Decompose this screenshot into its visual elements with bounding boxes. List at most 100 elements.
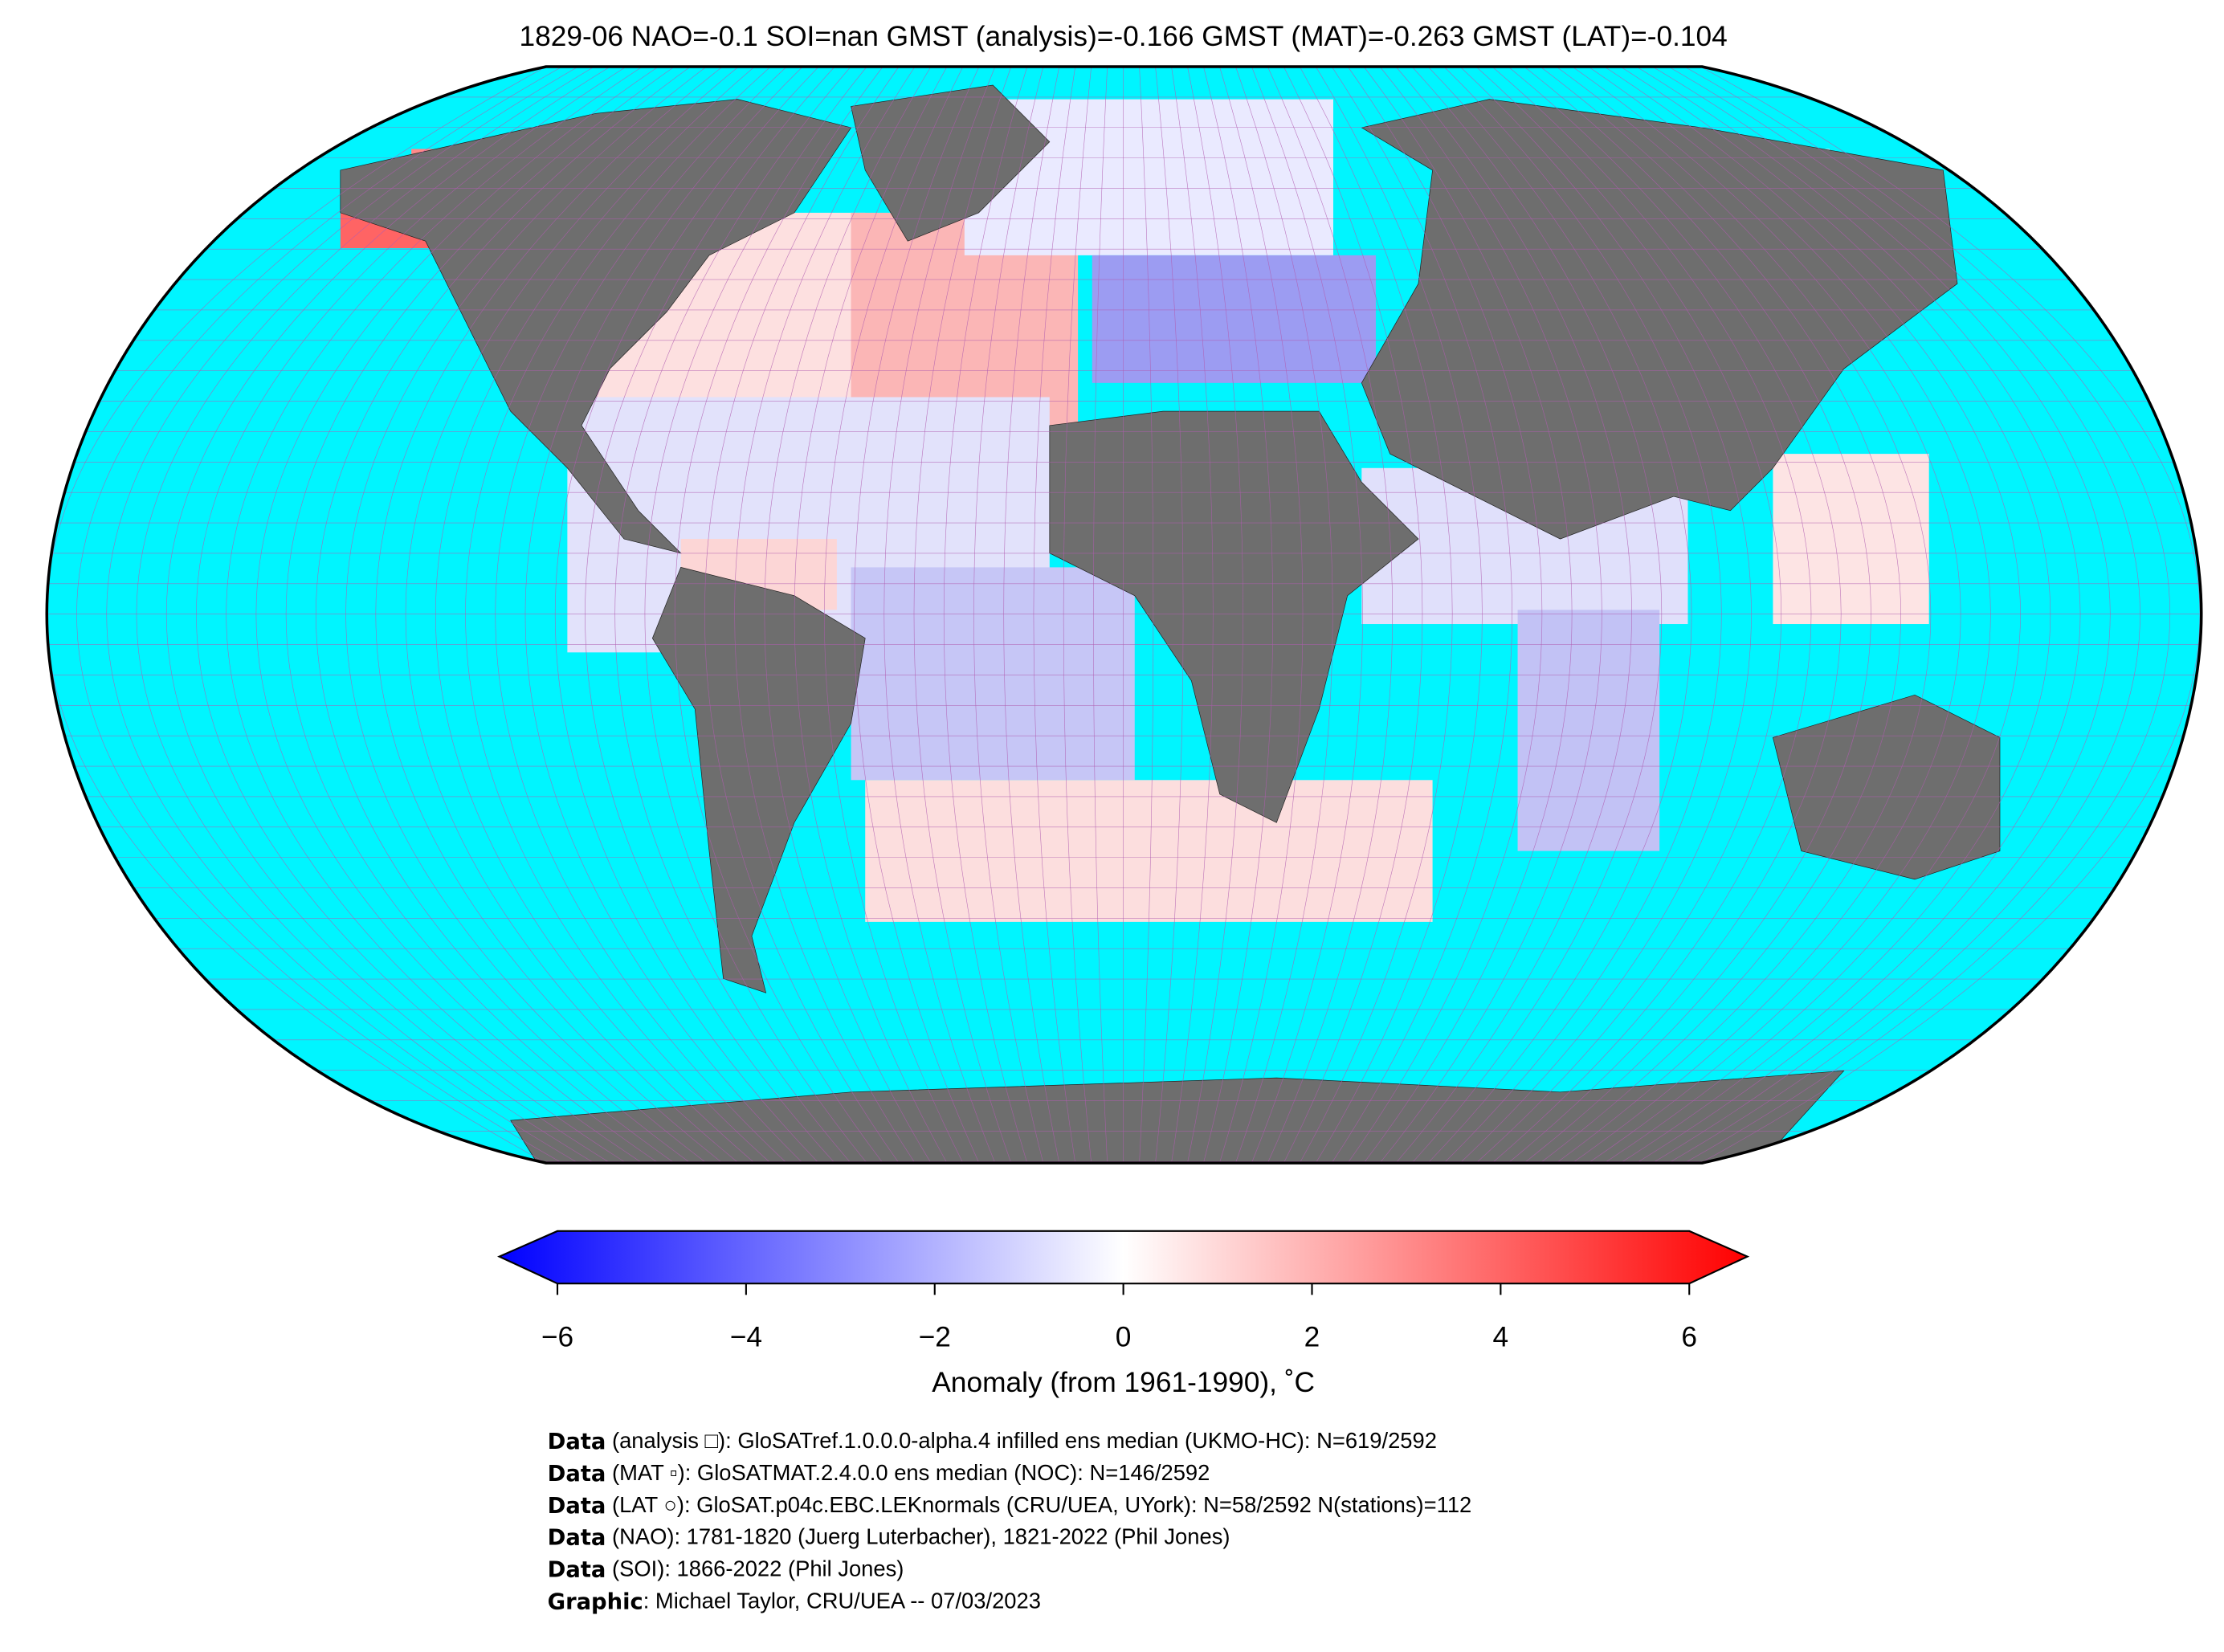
meridian bbox=[106, 67, 578, 1164]
meridian bbox=[1395, 67, 1632, 1164]
colorbar-tick-label: 0 bbox=[1116, 1321, 1132, 1352]
meridian bbox=[524, 67, 803, 1164]
credit-key: Data bbox=[548, 1461, 606, 1486]
meridian bbox=[345, 67, 707, 1164]
meridian bbox=[76, 67, 563, 1164]
colorbar-ticks: −6 −4 −2 0 2 4 6 bbox=[541, 1283, 1697, 1352]
meridian bbox=[1155, 67, 1184, 1164]
credit-line: Data (LAT ○): GloSAT.p04c.EBC.LEKnormals… bbox=[548, 1492, 1472, 1518]
meridian bbox=[405, 67, 739, 1164]
meridian bbox=[1379, 67, 1602, 1164]
cell bbox=[1092, 255, 1376, 383]
meridian bbox=[1063, 67, 1092, 1164]
meridian bbox=[1331, 67, 1512, 1164]
meridian bbox=[1700, 67, 2201, 1164]
colorbar-label: Anomaly (from 1961-1990), ˚C bbox=[932, 1367, 1315, 1398]
meridian bbox=[1139, 67, 1154, 1164]
meridian bbox=[734, 67, 916, 1164]
meridian bbox=[854, 67, 980, 1164]
meridian bbox=[166, 67, 610, 1164]
cell bbox=[1517, 610, 1660, 851]
meridian bbox=[316, 67, 691, 1164]
meridian bbox=[1620, 67, 2051, 1164]
credit-line: Graphic: Michael Taylor, CRU/UEA -- 07/0… bbox=[548, 1589, 1041, 1614]
meridian bbox=[644, 67, 867, 1164]
meridian bbox=[1475, 67, 1781, 1164]
credit-text: (SOI): 1866-2022 (Phil Jones) bbox=[606, 1556, 904, 1581]
meridian bbox=[1251, 67, 1363, 1164]
meridian bbox=[1652, 67, 2111, 1164]
meridian bbox=[1684, 67, 2170, 1164]
meridian bbox=[375, 67, 723, 1164]
credit-line: Data (SOI): 1866-2022 (Phil Jones) bbox=[548, 1556, 904, 1582]
greenland bbox=[851, 84, 1051, 242]
meridian bbox=[1267, 67, 1393, 1164]
colorbar-tick-label: −4 bbox=[730, 1321, 762, 1352]
colorbar-tick-label: 4 bbox=[1493, 1321, 1509, 1352]
meridian bbox=[1171, 67, 1214, 1164]
meridian bbox=[1556, 67, 1931, 1164]
australia bbox=[1773, 694, 2001, 880]
meridian bbox=[1347, 67, 1543, 1164]
graticule bbox=[47, 67, 2202, 1164]
meridian bbox=[1524, 67, 1871, 1164]
meridian bbox=[1219, 67, 1304, 1164]
meridian bbox=[1315, 67, 1483, 1164]
meridian bbox=[1427, 67, 1692, 1164]
meridian bbox=[1540, 67, 1901, 1164]
colorbar-tick-label: −2 bbox=[919, 1321, 951, 1352]
meridian bbox=[1411, 67, 1663, 1164]
cell bbox=[851, 567, 1135, 781]
meridian bbox=[913, 67, 1012, 1164]
meridian bbox=[136, 67, 594, 1164]
meridian bbox=[1235, 67, 1333, 1164]
credit-key: Data bbox=[548, 1525, 606, 1550]
meridian bbox=[465, 67, 771, 1164]
meridian bbox=[1492, 67, 1812, 1164]
colorbar-tick-label: 6 bbox=[1681, 1321, 1697, 1352]
meridian bbox=[794, 67, 948, 1164]
meridian bbox=[196, 67, 626, 1164]
colorbar-tick-label: 2 bbox=[1304, 1321, 1320, 1352]
asia bbox=[1361, 99, 1958, 540]
credit-line: Data (MAT ▫): GloSATMAT.2.4.0.0 ens medi… bbox=[548, 1460, 1210, 1486]
meridian bbox=[226, 67, 643, 1164]
meridian bbox=[973, 67, 1044, 1164]
map-outline bbox=[45, 65, 2203, 1165]
meridian bbox=[1588, 67, 1991, 1164]
north-america bbox=[340, 99, 852, 554]
credit-text: (MAT ▫): GloSATMAT.2.4.0.0 ens median (N… bbox=[606, 1460, 1210, 1485]
meridian bbox=[1187, 67, 1243, 1164]
meridian bbox=[1003, 67, 1060, 1164]
meridian bbox=[704, 67, 900, 1164]
map bbox=[47, 67, 2202, 1164]
meridian bbox=[1604, 67, 2021, 1164]
colorbar bbox=[497, 1230, 1750, 1285]
credit-key: Data bbox=[548, 1429, 606, 1454]
credit-text: (analysis □): GloSATref.1.0.0.0-alpha.4 … bbox=[606, 1428, 1437, 1453]
meridian bbox=[554, 67, 819, 1164]
meridian bbox=[824, 67, 964, 1164]
credits: Data (analysis □): GloSATref.1.0.0.0-alp… bbox=[548, 1428, 1472, 1614]
meridian bbox=[1203, 67, 1274, 1164]
credit-text: (NAO): 1781-1820 (Juerg Luterbacher), 18… bbox=[606, 1524, 1230, 1549]
meridian bbox=[285, 67, 675, 1164]
meridian bbox=[1363, 67, 1573, 1164]
meridian bbox=[1636, 67, 2081, 1164]
credit-key: Graphic bbox=[548, 1589, 643, 1614]
cell bbox=[865, 780, 1433, 922]
meridian bbox=[585, 67, 835, 1164]
meridian bbox=[764, 67, 932, 1164]
credit-text: (LAT ○): GloSAT.p04c.EBC.LEKnormals (CRU… bbox=[606, 1492, 1471, 1517]
colorbar-tick-label: −6 bbox=[541, 1321, 573, 1352]
meridian bbox=[1033, 67, 1076, 1164]
credit-key: Data bbox=[548, 1493, 606, 1518]
meridian bbox=[1299, 67, 1453, 1164]
land bbox=[340, 84, 2001, 1164]
cell bbox=[1773, 454, 1929, 625]
credit-text: : Michael Taylor, CRU/UEA -- 07/03/2023 bbox=[643, 1589, 1041, 1613]
title: 1829-06 NAO=-0.1 SOI=nan GMST (analysis)… bbox=[519, 21, 1727, 52]
south-america bbox=[651, 566, 866, 993]
meridian bbox=[674, 67, 883, 1164]
